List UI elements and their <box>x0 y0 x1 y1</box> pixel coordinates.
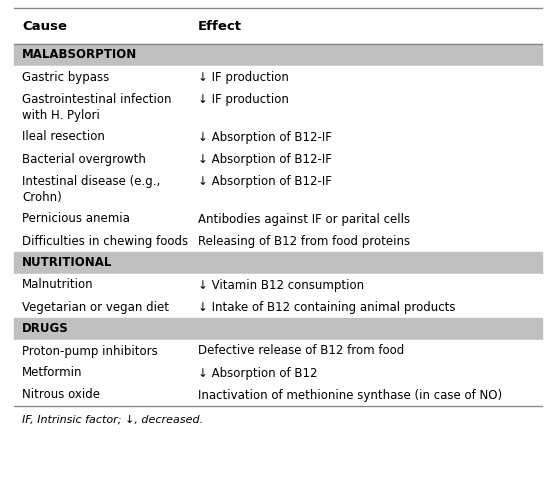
Text: MALABSORPTION: MALABSORPTION <box>22 49 137 62</box>
Text: Effect: Effect <box>198 20 242 32</box>
Text: Inactivation of methionine synthase (in case of NO): Inactivation of methionine synthase (in … <box>198 389 502 401</box>
Text: Pernicious anemia: Pernicious anemia <box>22 213 130 225</box>
Bar <box>14 252 542 274</box>
Text: Antibodies against IF or parital cells: Antibodies against IF or parital cells <box>198 213 410 225</box>
Bar <box>14 66 542 88</box>
Text: Difficulties in chewing foods: Difficulties in chewing foods <box>22 235 188 247</box>
Bar <box>14 274 542 296</box>
Text: Releasing of B12 from food proteins: Releasing of B12 from food proteins <box>198 235 410 247</box>
Text: IF, Intrinsic factor; ↓, decreased.: IF, Intrinsic factor; ↓, decreased. <box>22 415 203 425</box>
Bar <box>14 384 542 406</box>
Text: ↓ Absorption of B12-IF: ↓ Absorption of B12-IF <box>198 130 332 144</box>
Text: ↓ Absorption of B12-IF: ↓ Absorption of B12-IF <box>198 175 332 188</box>
Bar <box>14 296 542 318</box>
Bar <box>14 8 542 44</box>
Text: Vegetarian or vegan diet: Vegetarian or vegan diet <box>22 301 169 313</box>
Text: DRUGS: DRUGS <box>22 322 69 336</box>
Bar <box>14 208 542 230</box>
Text: Cause: Cause <box>22 20 67 32</box>
Text: Defective release of B12 from food: Defective release of B12 from food <box>198 344 404 358</box>
Text: Malnutrition: Malnutrition <box>22 278 93 291</box>
Text: Intestinal disease (e.g.,
Crohn): Intestinal disease (e.g., Crohn) <box>22 175 160 204</box>
Text: Gastric bypass: Gastric bypass <box>22 70 109 84</box>
Bar <box>14 88 542 126</box>
Bar <box>14 318 542 340</box>
Text: Proton-pump inhibitors: Proton-pump inhibitors <box>22 344 158 358</box>
Bar <box>14 340 542 362</box>
Text: Bacterial overgrowth: Bacterial overgrowth <box>22 153 146 165</box>
Text: ↓ Absorption of B12: ↓ Absorption of B12 <box>198 367 317 379</box>
Text: Ileal resection: Ileal resection <box>22 130 105 144</box>
Bar <box>14 126 542 148</box>
Text: ↓ IF production: ↓ IF production <box>198 70 289 84</box>
Bar <box>14 362 542 384</box>
Text: ↓ Intake of B12 containing animal products: ↓ Intake of B12 containing animal produc… <box>198 301 455 313</box>
Text: Gastrointestinal infection
with H. Pylori: Gastrointestinal infection with H. Pylor… <box>22 93 171 122</box>
Bar <box>14 170 542 208</box>
Bar <box>14 230 542 252</box>
Text: ↓ Absorption of B12-IF: ↓ Absorption of B12-IF <box>198 153 332 165</box>
Text: Metformin: Metformin <box>22 367 82 379</box>
Text: NUTRITIONAL: NUTRITIONAL <box>22 256 112 270</box>
Bar <box>14 44 542 66</box>
Bar <box>14 148 542 170</box>
Text: ↓ IF production: ↓ IF production <box>198 93 289 106</box>
Text: Nitrous oxide: Nitrous oxide <box>22 389 100 401</box>
Text: ↓ Vitamin B12 consumption: ↓ Vitamin B12 consumption <box>198 278 364 291</box>
